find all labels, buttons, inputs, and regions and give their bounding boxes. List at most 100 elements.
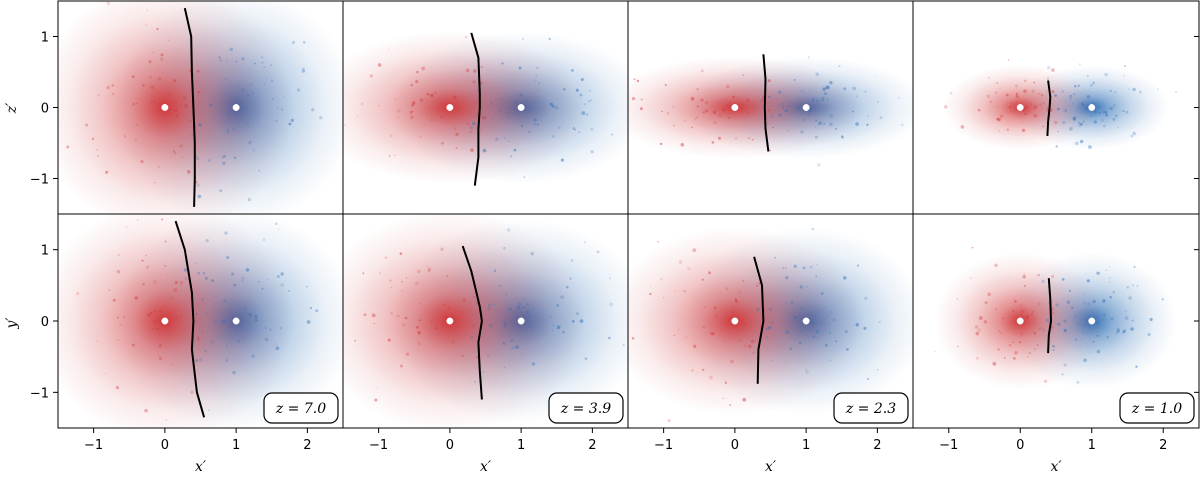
red-speckle xyxy=(159,343,162,347)
red-speckle xyxy=(1036,344,1039,346)
blue-speckle xyxy=(248,141,251,145)
blue-speckle xyxy=(519,356,522,359)
red-speckle xyxy=(152,51,155,54)
red-speckle xyxy=(417,342,421,345)
blue-speckle xyxy=(238,85,240,87)
blue-speckle xyxy=(197,194,202,199)
red-speckle xyxy=(412,101,416,105)
blue-speckle xyxy=(1112,290,1116,294)
blue-speckle xyxy=(1149,317,1153,321)
red-speckle xyxy=(1024,284,1026,287)
red-speckle xyxy=(455,147,458,150)
red-speckle xyxy=(470,148,474,152)
red-speckle xyxy=(197,336,200,339)
red-speckle xyxy=(1015,84,1018,88)
blue-speckle xyxy=(1123,329,1127,333)
blue-speckle xyxy=(810,320,814,325)
redshift-label-box xyxy=(263,392,339,424)
blue-speckle xyxy=(1126,286,1130,289)
red-speckle xyxy=(401,323,406,327)
blue-speckle xyxy=(1138,90,1142,94)
blue-speckle xyxy=(261,61,264,64)
blue-speckle xyxy=(855,95,858,98)
blue-speckle xyxy=(205,238,209,243)
blue-speckle xyxy=(474,380,477,383)
red-speckle xyxy=(404,316,408,320)
red-speckle xyxy=(750,339,755,344)
blue-speckle xyxy=(782,103,784,105)
blue-speckle xyxy=(233,283,237,287)
red-speckle xyxy=(165,419,168,421)
blue-speckle xyxy=(507,228,511,232)
blue-center-marker xyxy=(517,317,525,325)
blue-speckle xyxy=(502,342,506,345)
blue-speckle xyxy=(530,330,532,332)
red-speckle xyxy=(446,275,449,278)
blue-speckle xyxy=(1057,130,1059,133)
blue-speckle xyxy=(1071,102,1074,105)
blue-speckle xyxy=(867,115,869,117)
blue-speckle xyxy=(877,101,879,103)
red-speckle xyxy=(700,69,704,73)
blue-speckle xyxy=(581,111,586,115)
blue-speckle xyxy=(248,312,253,317)
red-speckle xyxy=(427,269,431,273)
red-speckle xyxy=(172,150,176,153)
red-speckle xyxy=(739,339,742,342)
red-speckle xyxy=(424,99,427,101)
blue-speckle xyxy=(1079,345,1081,348)
red-speckle xyxy=(998,130,1001,132)
blue-speckle xyxy=(288,122,292,126)
red-speckle xyxy=(409,110,413,114)
blue-speckle xyxy=(225,60,228,62)
blue-speckle xyxy=(767,123,769,125)
x-tick-label: 1 xyxy=(517,438,525,453)
red-speckle xyxy=(660,142,663,145)
red-speckle xyxy=(747,137,750,139)
labels-layer: z′ y′ xyxy=(4,102,20,330)
blue-speckle xyxy=(560,295,564,299)
panel-2-bottom xyxy=(343,214,628,428)
blue-speckle xyxy=(226,130,229,134)
blue-speckle xyxy=(783,110,786,112)
redshift-label: z = 2.3 xyxy=(845,401,896,417)
blue-speckle xyxy=(799,285,803,289)
red-speckle xyxy=(397,116,399,118)
red-speckle xyxy=(117,339,119,341)
blue-speckle xyxy=(264,326,267,330)
red-speckle xyxy=(997,117,1001,122)
red-speckle xyxy=(1025,315,1030,319)
red-speckle xyxy=(124,135,127,138)
blue-speckle xyxy=(549,315,553,319)
red-speckle xyxy=(742,397,747,402)
blue-speckle xyxy=(1147,332,1151,337)
speckle-cloud xyxy=(343,35,614,179)
red-speckle xyxy=(983,320,988,324)
blue-speckle xyxy=(1122,330,1125,334)
red-speckle xyxy=(159,57,164,61)
blue-speckle xyxy=(1104,72,1109,77)
blue-speckle xyxy=(774,256,777,259)
blue-speckle xyxy=(785,276,789,280)
red-halo xyxy=(628,56,864,159)
blue-speckle xyxy=(823,122,826,125)
red-speckle xyxy=(159,308,163,313)
blue-speckle xyxy=(291,40,296,45)
red-speckle xyxy=(975,356,979,360)
blue-speckle xyxy=(487,307,491,311)
red-speckle xyxy=(977,108,981,112)
red-speckle xyxy=(677,328,680,331)
blue-speckle xyxy=(1081,103,1085,107)
blue-speckle xyxy=(816,336,819,339)
blue-center-marker xyxy=(232,317,240,325)
red-speckle xyxy=(1003,357,1006,359)
red-speckle xyxy=(140,160,144,164)
blue-speckle xyxy=(195,320,197,322)
blue-speckle xyxy=(579,93,583,97)
red-speckle xyxy=(713,306,717,310)
blue-speckle xyxy=(816,163,821,167)
blue-speckle xyxy=(812,335,816,339)
blue-speckle xyxy=(1063,319,1067,323)
red-speckle xyxy=(992,361,997,366)
red-speckle xyxy=(426,92,430,96)
